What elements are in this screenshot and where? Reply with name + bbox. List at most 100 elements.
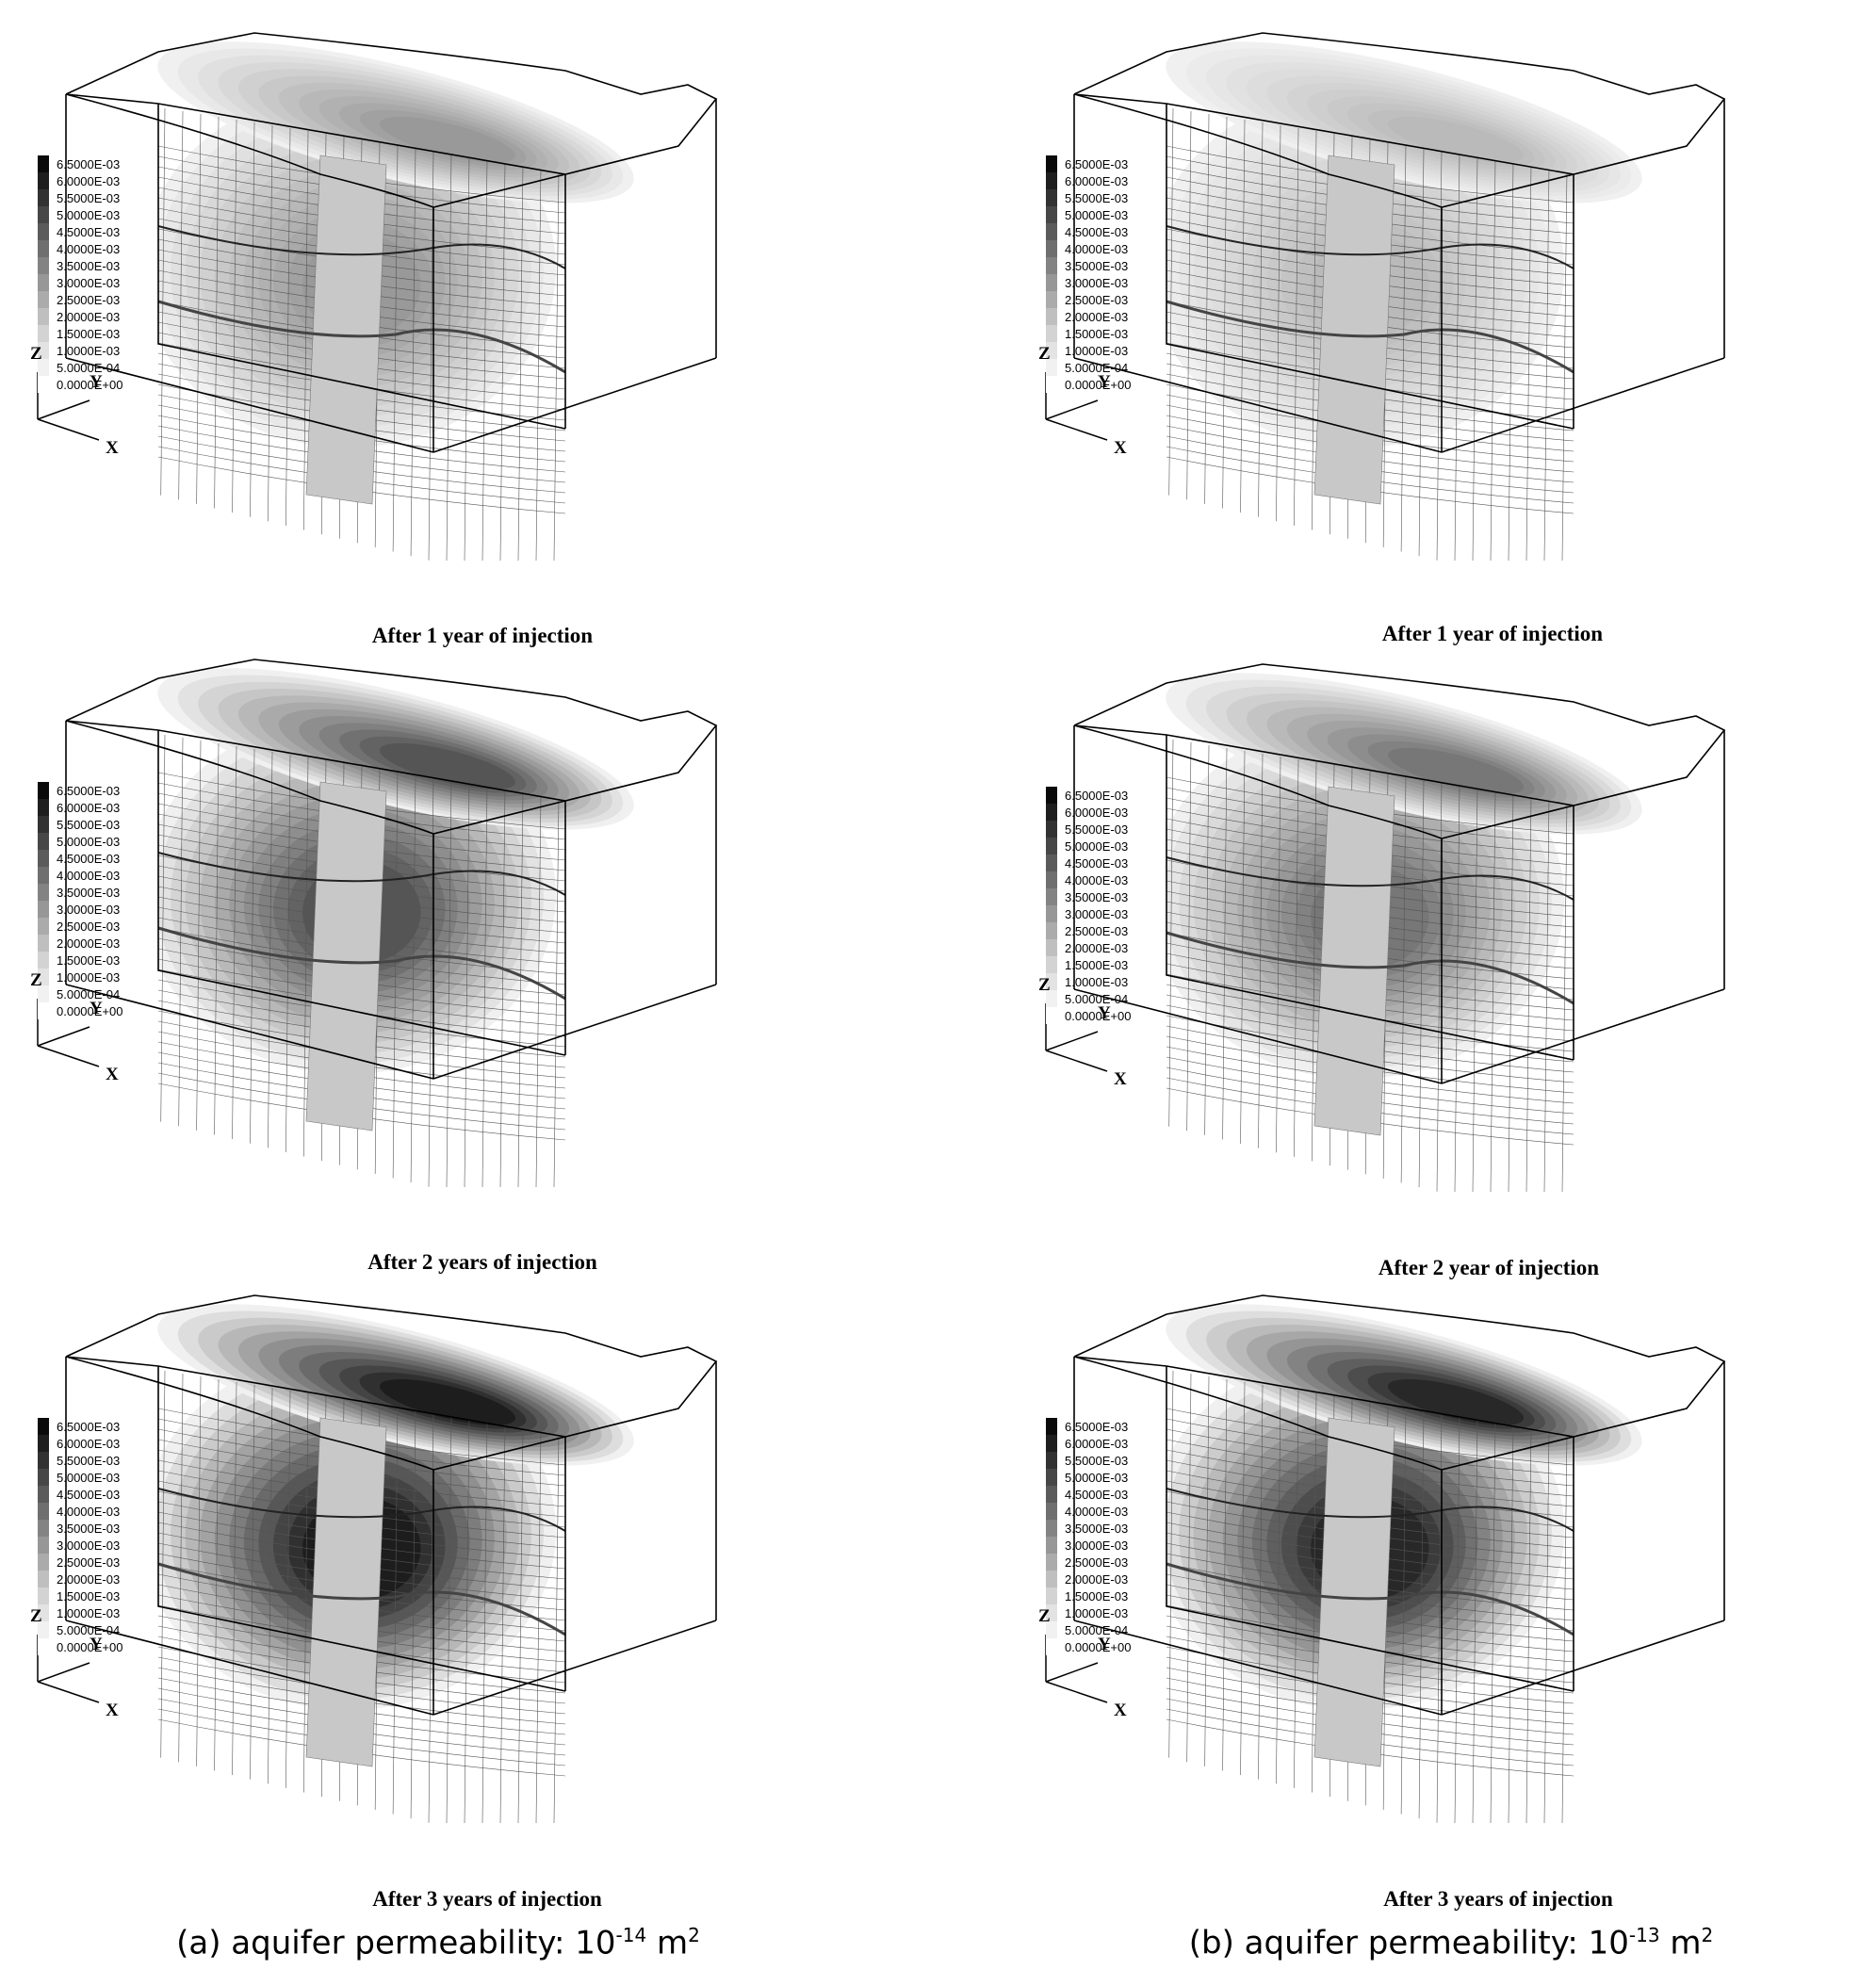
legend-entry: 2.5000E-03 <box>1046 291 1128 308</box>
legend-swatch <box>38 1435 49 1452</box>
injection-zone <box>1313 1417 1395 1767</box>
legend-swatch <box>38 816 49 833</box>
mesh-grid <box>1166 107 1574 562</box>
axis-label-y: Y <box>90 1635 103 1654</box>
legend-entry: 3.5000E-03 <box>38 884 120 901</box>
legend-label: 2.5000E-03 <box>1065 1555 1129 1570</box>
legend-label: 0.0000E+00 <box>57 1639 123 1654</box>
axis-label-x: X <box>106 1065 119 1084</box>
block-outline <box>65 659 718 1080</box>
legend-swatch <box>38 1452 49 1469</box>
legend-label: 0.0000E+00 <box>1065 1008 1132 1023</box>
legend-entry: 5.0000E-03 <box>1046 1469 1128 1486</box>
axis-label-y: Y <box>1098 372 1111 392</box>
legend-label: 6.5000E-03 <box>1065 1419 1129 1434</box>
injection-zone <box>305 1417 387 1767</box>
legend-swatch <box>38 918 49 935</box>
legend-entry: 1.5000E-03 <box>1046 325 1128 342</box>
legend-entry: 2.5000E-03 <box>38 291 120 308</box>
legend-swatch <box>38 782 49 799</box>
legend-label: 4.0000E-03 <box>57 241 121 256</box>
legend-entry: 6.5000E-03 <box>1046 1418 1128 1435</box>
block-diagram <box>1045 32 1726 562</box>
legend-entry: 5.5000E-03 <box>38 189 120 206</box>
legend-swatch <box>1046 240 1057 257</box>
legend-swatch <box>1046 206 1057 223</box>
legend-entry: 4.5000E-03 <box>1046 855 1128 871</box>
axis-label-y: Y <box>90 999 103 1018</box>
column-caption-b-unit-power: 2 <box>1701 1924 1714 1946</box>
legend-entry: 4.0000E-03 <box>1046 871 1128 888</box>
legend-label: 0.0000E+00 <box>1065 377 1132 392</box>
legend-swatch <box>1046 1435 1057 1452</box>
block-outline <box>65 32 718 453</box>
legend-entry: 5.5000E-03 <box>1046 189 1128 206</box>
legend-swatch <box>1046 1621 1057 1638</box>
layer-boundary-lower <box>157 926 566 1001</box>
legend-entry: 4.5000E-03 <box>38 223 120 240</box>
legend-entry: 5.0000E-04 <box>1046 990 1128 1007</box>
legend-swatch <box>1046 1007 1057 1024</box>
legend-entry: 3.5000E-03 <box>38 257 120 274</box>
legend-entry: 2.0000E-03 <box>1046 1571 1128 1587</box>
legend-entry: 0.0000E+00 <box>38 1638 122 1655</box>
legend-swatch <box>38 172 49 189</box>
legend-label: 2.0000E-03 <box>57 936 121 951</box>
legend-swatch <box>1046 855 1057 871</box>
legend-swatch <box>1046 1587 1057 1604</box>
legend-entry: 5.0000E-04 <box>38 985 120 1002</box>
panel-b2: 6.5000E-03 6.0000E-03 5.5000E-03 5.0000E-03… <box>1038 663 1856 1277</box>
legend-swatch <box>1046 821 1057 838</box>
legend-swatch <box>1046 1418 1057 1435</box>
legend-label: 2.0000E-03 <box>1065 309 1129 324</box>
legend-label: 5.0000E-03 <box>1065 838 1129 854</box>
legend-label: 1.0000E-03 <box>1065 974 1129 989</box>
legend-label: 3.5000E-03 <box>57 885 121 900</box>
legend-label: 5.0000E-04 <box>1065 1622 1129 1637</box>
legend-label: 3.0000E-03 <box>1065 1538 1129 1553</box>
legend-swatch <box>38 1520 49 1537</box>
legend-entry: 2.5000E-03 <box>38 918 120 935</box>
legend-entry: 5.0000E-04 <box>1046 359 1128 376</box>
legend-entry: 5.5000E-03 <box>38 1452 120 1469</box>
legend-entry: 5.0000E-03 <box>38 833 120 850</box>
legend-entry: 6.0000E-03 <box>1046 1435 1128 1452</box>
legend-swatch <box>38 1554 49 1571</box>
block-outline <box>1073 663 1726 1084</box>
legend-label: 6.5000E-03 <box>57 156 121 171</box>
legend-entry: 3.5000E-03 <box>1046 1520 1128 1537</box>
legend-label: 3.5000E-03 <box>57 258 121 273</box>
legend-swatch <box>38 240 49 257</box>
axis-label-y: Y <box>1098 1003 1111 1023</box>
legend-swatch <box>38 1587 49 1604</box>
legend-label: 2.0000E-03 <box>57 309 121 324</box>
caption-a1: After 1 year of injection <box>371 624 594 647</box>
legend-label: 5.0000E-04 <box>1065 360 1129 375</box>
top-surface-plume <box>157 668 634 830</box>
legend-swatch <box>1046 1503 1057 1520</box>
legend-swatch <box>38 325 49 342</box>
legend-entry: 4.0000E-03 <box>38 867 120 884</box>
legend-swatch <box>1046 787 1057 804</box>
legend-label: 3.0000E-03 <box>57 1538 121 1553</box>
legend-entry: 1.5000E-03 <box>38 952 120 969</box>
legend-label: 3.5000E-03 <box>1065 258 1129 273</box>
block-diagram <box>37 659 718 1188</box>
legend-label: 4.0000E-03 <box>1065 241 1129 256</box>
legend-entry: 4.5000E-03 <box>38 1486 120 1503</box>
axis-label-y: Y <box>90 372 103 392</box>
legend-entry: 4.0000E-03 <box>1046 1503 1128 1520</box>
block-diagram <box>37 1294 718 1824</box>
panel-a1: 6.5000E-03 6.0000E-03 5.5000E-03 5.0000E-03… <box>30 32 848 645</box>
column-caption-a-exponent: -14 <box>615 1924 647 1946</box>
legend-label: 4.5000E-03 <box>57 851 121 866</box>
legend-swatch <box>38 1571 49 1587</box>
legend-label: 2.5000E-03 <box>57 919 121 934</box>
injection-zone <box>305 781 387 1131</box>
legend-label: 1.5000E-03 <box>57 326 121 341</box>
column-caption-b: (b) aquifer permeability: 10-13 m2 <box>1189 1924 1714 1962</box>
legend-swatch <box>1046 172 1057 189</box>
layer-boundary-lower <box>1166 931 1574 1005</box>
top-surface-plume <box>1166 41 1642 203</box>
legend-entry: 2.5000E-03 <box>1046 1554 1128 1571</box>
